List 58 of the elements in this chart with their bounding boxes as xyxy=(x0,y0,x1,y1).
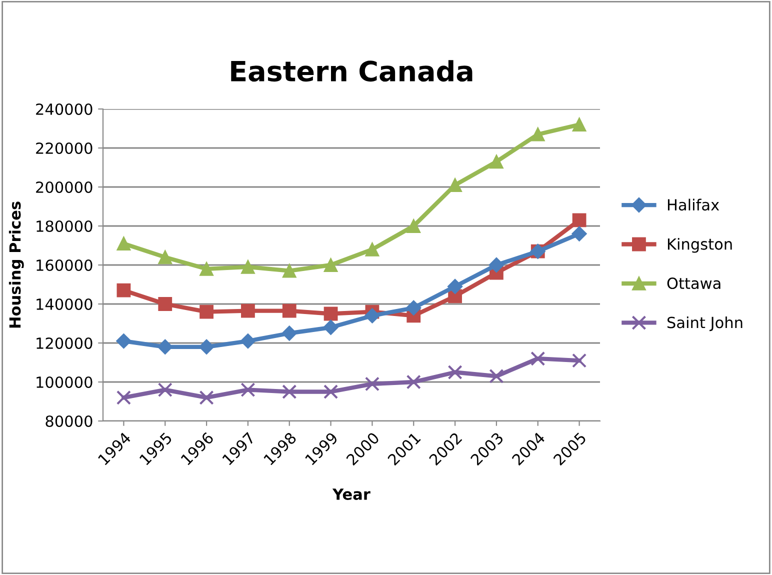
legend-label: Saint John xyxy=(667,316,742,332)
point xyxy=(323,320,338,335)
y-tick-label: 200000 xyxy=(36,181,92,194)
point xyxy=(282,264,296,278)
point xyxy=(241,304,255,318)
point xyxy=(572,213,586,228)
y-tick-label: 220000 xyxy=(36,142,92,154)
point xyxy=(447,278,463,294)
point xyxy=(364,376,380,392)
point xyxy=(406,374,421,390)
y-tick-label: 100000 xyxy=(36,376,92,388)
point xyxy=(200,262,214,276)
point xyxy=(488,257,504,273)
point xyxy=(324,306,338,321)
point xyxy=(241,260,255,274)
x-axis-title: Year xyxy=(332,488,370,500)
point xyxy=(572,118,586,132)
point xyxy=(116,390,132,405)
point xyxy=(365,242,380,256)
point xyxy=(324,258,338,272)
point xyxy=(116,236,131,250)
point xyxy=(489,368,504,384)
y-tick-label: 120000 xyxy=(36,337,92,350)
point xyxy=(116,333,132,349)
point xyxy=(158,250,172,264)
point xyxy=(158,339,173,354)
point xyxy=(240,333,256,349)
point xyxy=(282,384,297,400)
point xyxy=(323,384,338,400)
y-tick-label: 240000 xyxy=(36,103,92,116)
point xyxy=(448,364,462,380)
y-tick-label: 180000 xyxy=(36,220,92,232)
y-tick-label: 160000 xyxy=(36,259,92,272)
point xyxy=(282,326,297,341)
legend-label: Kingston xyxy=(668,238,732,253)
legend-label: Halifax xyxy=(668,198,720,211)
y-tick-label: 140000 xyxy=(36,298,92,310)
point xyxy=(572,353,587,368)
y-tick-label: 80000 xyxy=(46,415,92,428)
chart-title: Eastern Canada xyxy=(231,60,472,82)
point xyxy=(282,304,296,318)
point xyxy=(158,297,172,311)
point xyxy=(198,339,214,354)
point xyxy=(199,390,214,405)
y-axis-title: Housing Prices xyxy=(8,202,24,328)
point xyxy=(200,304,214,319)
point xyxy=(448,178,462,192)
point xyxy=(490,154,504,169)
point xyxy=(406,300,422,316)
legend-label: Ottawa xyxy=(667,277,720,290)
point xyxy=(116,283,131,298)
point xyxy=(530,127,545,142)
point xyxy=(364,308,380,324)
point xyxy=(572,226,587,242)
point xyxy=(530,351,546,366)
point xyxy=(240,382,256,398)
point xyxy=(406,219,421,233)
point xyxy=(158,382,172,398)
